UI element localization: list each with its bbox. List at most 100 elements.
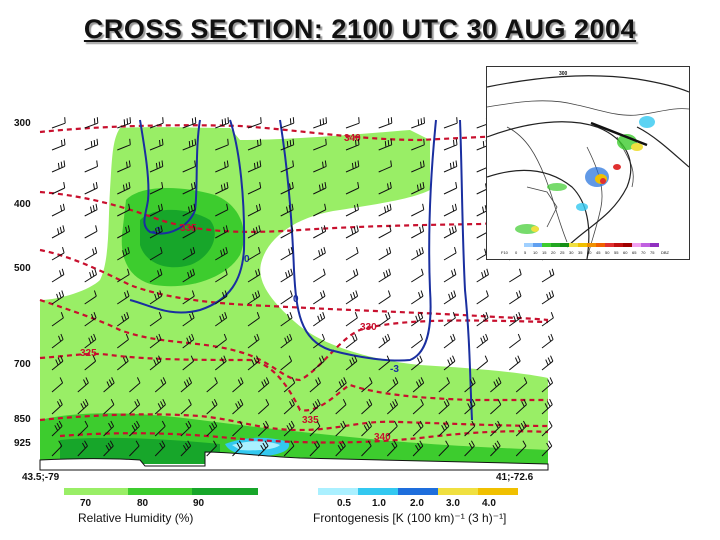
wind-barb xyxy=(541,268,555,283)
wind-barb xyxy=(84,225,98,239)
wind-barb xyxy=(464,420,476,437)
wind-barb xyxy=(508,355,521,371)
theta-label-340-upper: 340 xyxy=(344,133,361,144)
dbz-swatch xyxy=(623,243,632,247)
dbz-tick: 75 xyxy=(650,250,655,255)
theta-label-340-lower: 340 xyxy=(374,432,391,443)
wind-barb xyxy=(386,440,398,457)
dbz-tick: 5 xyxy=(524,250,527,255)
wind-barb xyxy=(214,355,227,371)
wind-barb xyxy=(215,225,229,239)
wind-barb xyxy=(51,290,65,305)
wind-barb xyxy=(206,398,218,415)
wind-barb xyxy=(345,117,360,129)
wind-barb xyxy=(438,398,450,415)
theta-label-335-upper: 335 xyxy=(180,223,197,234)
wind-barb xyxy=(182,312,195,327)
wind-barb xyxy=(515,398,527,415)
wind-barb xyxy=(313,182,327,195)
wind-barb xyxy=(51,333,64,349)
dbz-tick: 15 xyxy=(542,250,547,255)
dbz-swatch xyxy=(524,243,533,247)
wind-barb xyxy=(117,160,131,173)
dbz-tick: F10 xyxy=(501,250,509,255)
wind-barb xyxy=(515,420,527,437)
wind-barb xyxy=(283,440,295,457)
wind-barb xyxy=(464,377,476,393)
wind-barb xyxy=(361,377,373,393)
wind-barb xyxy=(410,355,423,371)
dbz-swatch xyxy=(542,243,551,247)
wind-barb xyxy=(154,440,166,457)
wind-barb xyxy=(149,225,163,239)
wind-barb xyxy=(117,225,131,239)
wind-barb xyxy=(313,268,326,283)
wind-barb xyxy=(345,203,359,217)
wind-barb xyxy=(313,160,327,173)
wind-barb xyxy=(215,138,229,151)
wind-barb xyxy=(117,203,131,217)
endpoint-left: 43.5;-79 xyxy=(22,472,60,483)
dbz-tick: 50 xyxy=(605,250,610,255)
wind-barb xyxy=(411,117,425,129)
dbz-swatch xyxy=(596,243,605,247)
wind-barb xyxy=(149,138,164,151)
wind-barb xyxy=(541,440,553,457)
wind-barb xyxy=(117,117,131,129)
wind-barb xyxy=(180,377,193,393)
wind-barb xyxy=(280,355,293,371)
wind-barb xyxy=(257,440,269,457)
theta-contour-340-lower xyxy=(59,430,549,444)
wind-barb xyxy=(280,333,293,349)
wind-barb xyxy=(345,160,360,173)
frontogenesis-shade-inner xyxy=(232,441,280,451)
dbz-tick: 0 xyxy=(515,250,518,255)
endpoint-right: 41;-72.6 xyxy=(496,472,534,483)
wind-barb xyxy=(51,420,63,437)
wind-barb xyxy=(154,398,166,415)
pressure-label-700: 700 xyxy=(14,359,31,370)
wind-barb xyxy=(149,312,162,327)
wind-barb xyxy=(84,138,99,151)
wind-barb xyxy=(378,182,392,195)
rh-colorbar-90 xyxy=(192,488,258,495)
theta-contour-325 xyxy=(39,352,548,412)
dbz-swatch xyxy=(614,243,623,247)
wind-barb xyxy=(180,420,192,437)
wind-barb xyxy=(361,420,372,437)
dbz-tick: 60 xyxy=(623,250,628,255)
wind-barb xyxy=(438,420,450,437)
wind-barb xyxy=(149,268,163,283)
wind-barb xyxy=(490,377,502,393)
dbz-swatch xyxy=(578,243,587,247)
wind-barb xyxy=(51,160,66,173)
wind-barb xyxy=(345,355,358,371)
wind-barb xyxy=(51,268,65,283)
dbz-tick: 10 xyxy=(533,250,538,255)
wind-barb xyxy=(443,203,457,217)
wind-barb xyxy=(214,333,227,349)
wind-barb xyxy=(378,138,393,151)
wind-barb xyxy=(411,290,424,305)
rh-shade-90-lower xyxy=(60,437,220,464)
dbz-tick: 65 xyxy=(632,250,637,255)
wind-barb xyxy=(412,377,425,393)
pressure-label-850: 850 xyxy=(14,414,31,425)
wind-barb xyxy=(247,246,261,261)
wind-barb xyxy=(378,333,391,349)
wind-barb xyxy=(182,203,196,217)
wind-barb xyxy=(247,117,262,129)
wind-barb xyxy=(412,440,424,457)
dbz-tick: 45 xyxy=(596,250,601,255)
dbz-swatch xyxy=(641,243,650,247)
wind-barb xyxy=(345,333,358,349)
wind-barb xyxy=(51,440,63,457)
wind-barb xyxy=(476,268,489,283)
wind-barb xyxy=(215,203,229,217)
wind-barb xyxy=(182,117,197,129)
theta-contour-335-lower xyxy=(39,413,549,432)
rh-tick-90: 90 xyxy=(193,498,205,509)
wind-barb xyxy=(280,290,293,305)
wind-barb xyxy=(443,290,457,305)
